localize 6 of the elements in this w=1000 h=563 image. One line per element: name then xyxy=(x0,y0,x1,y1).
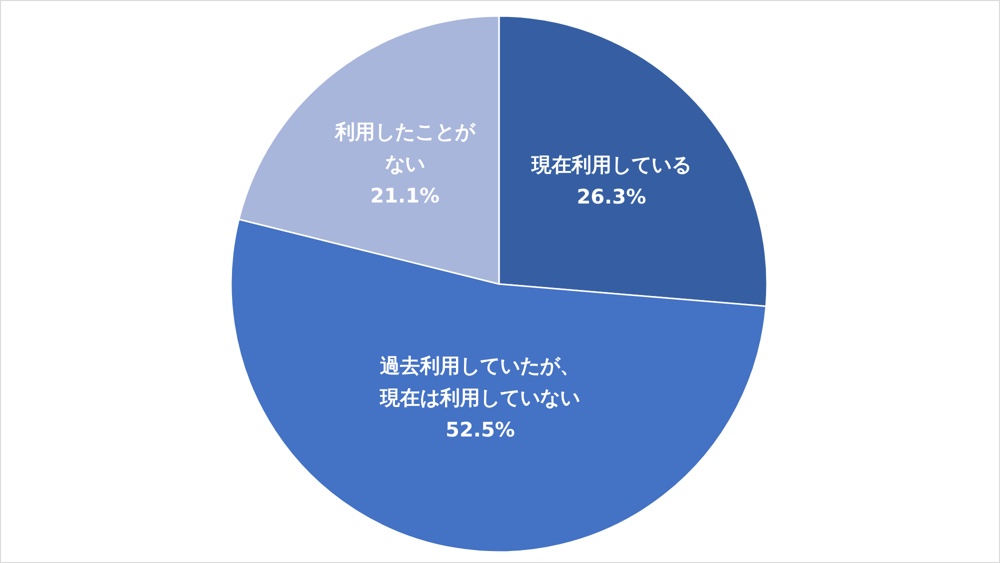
data-label: 26.3% xyxy=(576,184,646,209)
slice-label: 現在利用している xyxy=(530,152,692,177)
data-label: 21.1% xyxy=(370,184,440,208)
slice-label: 過去利用していたが、現在は利用していない xyxy=(379,354,580,410)
data-label: 52.5% xyxy=(446,418,515,442)
slice-label: 利用したことがない xyxy=(334,120,476,176)
